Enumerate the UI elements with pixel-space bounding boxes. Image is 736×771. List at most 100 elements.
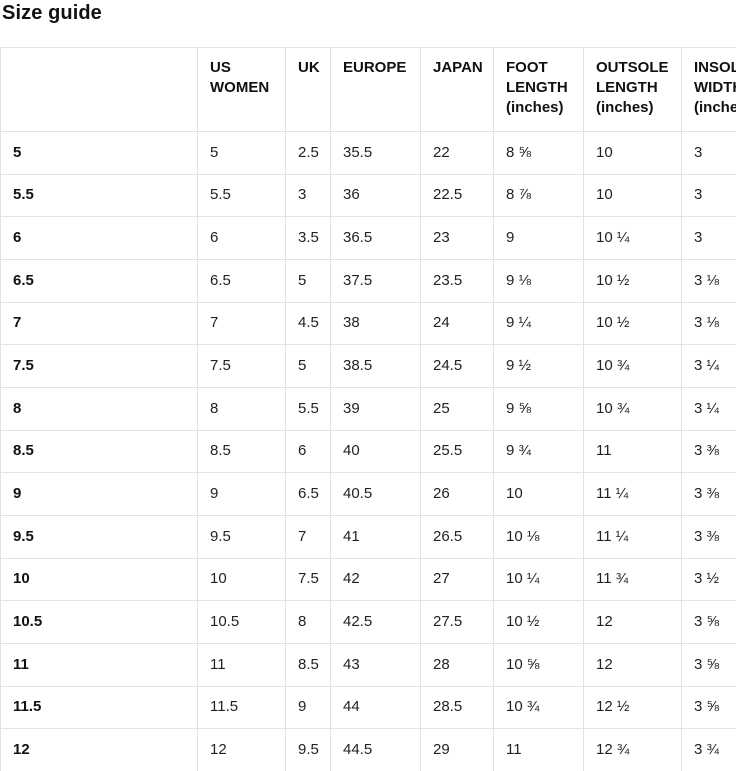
cell: 40 (330, 429, 421, 474)
cell: 3 ⅝ (681, 600, 736, 644)
cell: 39 (330, 386, 421, 431)
cell: 12 ½ (583, 685, 682, 730)
row-label: 9.5 (0, 514, 198, 559)
cell: 8.5 (197, 429, 286, 474)
column-header: FOOT LENGTH (inches) (493, 47, 584, 132)
table-row: 10.5 10.5 8 42.5 27.5 10 ½ 12 3 ⅝ (0, 600, 736, 644)
cell: 3 (681, 216, 736, 260)
cell: 10 ¾ (493, 685, 584, 730)
table-row: 5.5 5.5 3 36 22.5 8 ⅞ 10 3 (0, 173, 736, 218)
column-header: US WOMEN (197, 47, 286, 132)
cell: 3 (285, 173, 331, 218)
cell: 12 (197, 728, 286, 771)
cell: 9 ⅛ (493, 258, 584, 303)
cell: 42.5 (330, 600, 421, 644)
row-label: 6.5 (0, 258, 198, 303)
cell: 10 ⅝ (493, 642, 584, 687)
cell: 10 ¾ (583, 344, 682, 388)
row-label: 11.5 (0, 685, 198, 730)
cell: 10 (493, 472, 584, 516)
cell: 3.5 (285, 216, 331, 260)
cell: 11 ¼ (583, 514, 682, 559)
cell: 10 ⅛ (493, 514, 584, 559)
page-title: Size guide (2, 2, 102, 24)
cell: 6.5 (285, 472, 331, 516)
cell: 9 (197, 472, 286, 516)
row-label: 12 (0, 728, 198, 771)
cell: 7 (197, 301, 286, 346)
cell: 36.5 (330, 216, 421, 260)
cell: 9 (285, 685, 331, 730)
cell: 10 ½ (493, 600, 584, 644)
cell: 12 (583, 600, 682, 644)
column-header: OUTSOLE LENGTH (inches) (583, 47, 682, 132)
cell: 37.5 (330, 258, 421, 303)
cell: 11 ¼ (583, 472, 682, 516)
cell: 3 ⅛ (681, 258, 736, 303)
size-guide-table: US WOMEN UK EUROPE JAPAN FOOT LENGTH (inches… (0, 47, 736, 771)
cell: 22.5 (420, 173, 494, 218)
cell: 7.5 (285, 557, 331, 602)
row-label: 8.5 (0, 429, 198, 474)
column-header-empty (0, 47, 198, 132)
cell: 27.5 (420, 600, 494, 644)
cell: 41 (330, 514, 421, 559)
cell: 9.5 (197, 514, 286, 559)
cell: 9 ¾ (493, 429, 584, 474)
cell: 9 ½ (493, 344, 584, 388)
row-label: 7.5 (0, 344, 198, 388)
cell: 8 ⅝ (493, 131, 584, 175)
cell: 10 ¼ (583, 216, 682, 260)
cell: 10 (583, 131, 682, 175)
cell: 12 (583, 642, 682, 687)
cell: 11.5 (197, 685, 286, 730)
cell: 44 (330, 685, 421, 730)
cell: 3 ⅜ (681, 514, 736, 559)
table-row: 8.5 8.5 6 40 25.5 9 ¾ 11 3 ⅜ (0, 429, 736, 474)
cell: 10 ¾ (583, 386, 682, 431)
row-label: 9 (0, 472, 198, 516)
row-label: 10 (0, 557, 198, 602)
cell: 23 (420, 216, 494, 260)
cell: 9 (493, 216, 584, 260)
cell: 40.5 (330, 472, 421, 516)
cell: 42 (330, 557, 421, 602)
cell: 28.5 (420, 685, 494, 730)
cell: 3 ⅛ (681, 301, 736, 346)
row-label: 5.5 (0, 173, 198, 218)
row-label: 5 (0, 131, 198, 175)
cell: 10 ½ (583, 258, 682, 303)
row-label: 7 (0, 301, 198, 346)
cell: 3 ⅜ (681, 429, 736, 474)
cell: 9 ¼ (493, 301, 584, 346)
cell: 26 (420, 472, 494, 516)
cell: 11 ¾ (583, 557, 682, 602)
cell: 8 (197, 386, 286, 431)
cell: 10 ½ (583, 301, 682, 346)
cell: 11 (583, 429, 682, 474)
cell: 11 (493, 728, 584, 771)
cell: 10.5 (197, 600, 286, 644)
cell: 38.5 (330, 344, 421, 388)
cell: 3 ¼ (681, 386, 736, 431)
cell: 9.5 (285, 728, 331, 771)
table-header: US WOMEN UK EUROPE JAPAN FOOT LENGTH (inches… (0, 47, 736, 132)
cell: 12 ¾ (583, 728, 682, 771)
cell: 3 ⅝ (681, 685, 736, 730)
cell: 29 (420, 728, 494, 771)
cell: 6 (285, 429, 331, 474)
cell: 8.5 (285, 642, 331, 687)
table-row: 11 11 8.5 43 28 10 ⅝ 12 3 ⅝ (0, 642, 736, 687)
cell: 25 (420, 386, 494, 431)
cell: 4.5 (285, 301, 331, 346)
cell: 8 (285, 600, 331, 644)
cell: 36 (330, 173, 421, 218)
